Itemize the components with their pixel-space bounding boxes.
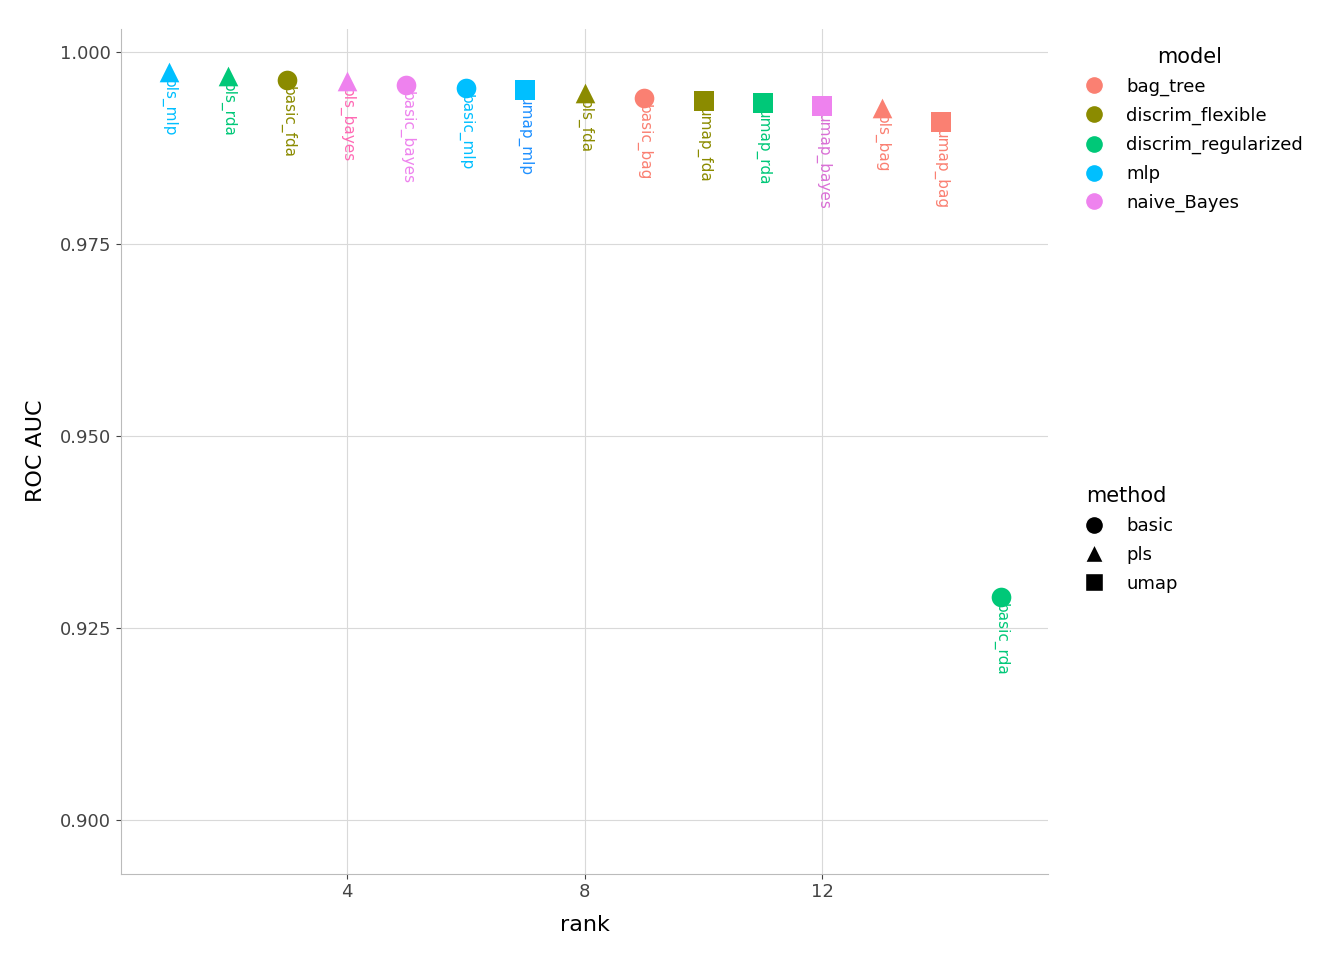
Point: [753, 95, 774, 110]
Text: umap_fda: umap_fda: [695, 108, 711, 183]
Point: [515, 83, 536, 98]
Text: basic_bag: basic_bag: [636, 104, 652, 180]
Text: umap_rda: umap_rda: [755, 108, 771, 185]
Point: [336, 73, 358, 88]
Point: [633, 90, 655, 106]
Text: umap_mlp: umap_mlp: [517, 96, 534, 177]
Point: [692, 93, 714, 108]
Point: [991, 589, 1012, 605]
Text: umap_bag: umap_bag: [933, 129, 949, 208]
Point: [395, 77, 417, 92]
Text: basic_mlp: basic_mlp: [458, 94, 474, 171]
Y-axis label: ROC AUC: ROC AUC: [26, 400, 46, 502]
Text: umap_bayes: umap_bayes: [814, 112, 831, 209]
Text: pls_rda: pls_rda: [220, 82, 237, 136]
Legend: basic, pls, umap: basic, pls, umap: [1067, 477, 1187, 602]
Text: pls_mlp: pls_mlp: [160, 78, 176, 136]
Text: pls_bayes: pls_bayes: [339, 87, 355, 162]
Point: [930, 115, 952, 131]
Point: [574, 85, 595, 101]
Point: [218, 68, 239, 84]
Text: basic_bayes: basic_bayes: [398, 91, 414, 184]
Text: pls_fda: pls_fda: [577, 100, 593, 154]
Point: [812, 99, 833, 114]
Text: basic_fda: basic_fda: [280, 86, 296, 158]
X-axis label: rank: rank: [559, 915, 610, 935]
Point: [456, 81, 477, 96]
Point: [157, 64, 179, 80]
Point: [277, 73, 298, 88]
Text: pls_bag: pls_bag: [874, 114, 890, 173]
Text: basic_rda: basic_rda: [993, 603, 1009, 676]
Point: [871, 100, 892, 115]
